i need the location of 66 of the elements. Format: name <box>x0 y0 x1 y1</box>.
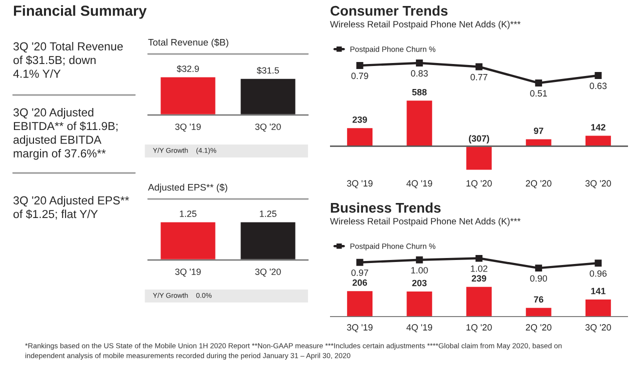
data-label: 0.83 <box>410 70 428 77</box>
data-label: 239 <box>352 116 367 123</box>
x-tick-label: 3Q '19 <box>175 268 201 277</box>
point <box>356 62 364 69</box>
bar <box>464 285 494 317</box>
text: 3Q '20 Adjusted EPS** of $1.25; flat Y/Y <box>13 196 130 220</box>
x-tick-label: 4Q '19 <box>406 180 432 188</box>
text: 3Q '20 Total Revenue of $31.5B; down 4.1% Y/Y <box>13 42 123 78</box>
text: Financial Summary <box>14 5 147 19</box>
data-label: 76 <box>534 296 544 303</box>
point <box>535 264 542 272</box>
x-tick-label: 4Q '19 <box>406 324 432 332</box>
point <box>535 80 542 86</box>
point <box>594 72 602 79</box>
data-label: $31.5 <box>256 66 279 74</box>
data-label: 0.90 <box>530 275 548 282</box>
data-label: 97 <box>534 128 544 134</box>
x-tick-label: 3Q '19 <box>175 124 201 132</box>
data-label: $32.9 <box>176 65 199 73</box>
bar <box>405 99 434 147</box>
data-label: 0.96 <box>590 270 607 277</box>
data-label: 588 <box>412 88 427 96</box>
data-label: (307) <box>468 135 490 144</box>
bar <box>524 306 553 317</box>
bar <box>346 290 374 317</box>
text: 3Q '20 Adjusted EBITDA** of $11.9B; adjusted EBITDA margin of 37.6%** <box>13 108 118 160</box>
x-tick-label: 3Q '19 <box>346 180 373 188</box>
data-label: 1.25 <box>180 210 196 217</box>
chart-title: Business Trends <box>330 202 441 213</box>
bar <box>584 298 612 317</box>
point <box>416 256 423 264</box>
point <box>594 260 602 267</box>
data-label: 239 <box>472 275 486 282</box>
x-tick-label: 3Q '20 <box>585 324 612 332</box>
chart-subtitle: Wireless Retail Postpaid Phone Net Adds (K)*** <box>330 218 521 226</box>
bar <box>346 126 374 147</box>
bar <box>405 290 434 317</box>
bar <box>464 146 494 172</box>
point <box>416 60 423 66</box>
chart-title: Total Revenue ($B) <box>148 38 228 48</box>
point <box>476 255 482 262</box>
data-label: 142 <box>591 124 606 130</box>
data-label: 0.51 <box>530 90 547 97</box>
data-label: 0.63 <box>590 82 607 90</box>
x-tick-label: 1Q '20 <box>466 324 492 332</box>
point <box>356 258 364 266</box>
chart-subtitle: Wireless Retail Postpaid Phone Net Adds (K)*** <box>330 20 521 30</box>
x-tick-label: 3Q '20 <box>255 124 281 132</box>
chart-title: Adjusted EPS** ($) <box>148 184 228 193</box>
point <box>476 63 482 70</box>
x-tick-label: 2Q '20 <box>526 324 552 332</box>
data-label: 1.02 <box>470 265 488 272</box>
x-tick-label: 1Q '20 <box>466 180 492 188</box>
x-tick-label: 2Q '20 <box>526 180 552 188</box>
x-tick-label: 3Q '20 <box>585 180 612 188</box>
data-label: 0.97 <box>351 270 368 276</box>
x-tick-label: 3Q '20 <box>255 268 281 277</box>
data-label: 141 <box>591 288 606 294</box>
data-label: 1.00 <box>411 267 428 274</box>
data-label: 0.77 <box>470 74 488 80</box>
data-label: 206 <box>352 279 368 286</box>
chart-title: Consumer Trends <box>330 6 448 16</box>
data-label: 1.25 <box>260 210 276 217</box>
data-label: 0.79 <box>351 72 368 80</box>
data-label: 203 <box>412 280 427 286</box>
x-tick-label: 3Q '19 <box>346 324 373 332</box>
